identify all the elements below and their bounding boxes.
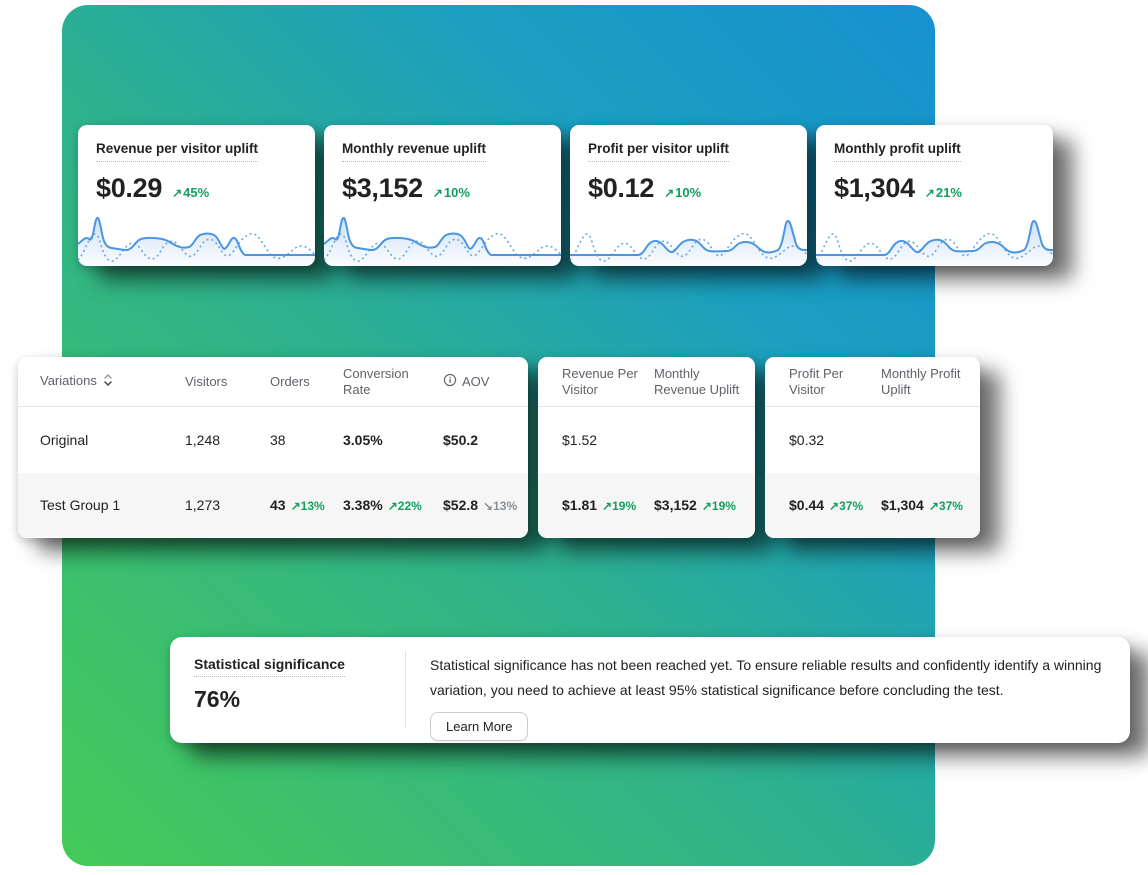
variations-table: Variations Visitors Orders Conversion Ra… [18,357,528,538]
orders-value: 38 [270,432,286,448]
table-row-test-group-1: $1.81 ↗19% $3,152 ↗19% [538,473,755,537]
significance-detail: Statistical significance has not been re… [406,637,1130,743]
stat-card-delta: ↗10% [432,185,470,200]
orders-value: 43 ↗13% [270,497,325,513]
monthly-revenue-uplift-delta: ↗19% [701,499,736,513]
column-header-variations[interactable]: Variations [40,373,185,391]
trend-up-icon: ↗ [829,499,840,513]
sparkline-chart [78,216,315,266]
trend-up-icon: ↗ [432,186,443,200]
trend-up-icon: ↗ [928,499,939,513]
column-header-conversion-rate: Conversion Rate [343,365,409,397]
stat-card-title[interactable]: Monthly revenue uplift [342,141,487,162]
trend-up-icon: ↗ [387,499,398,513]
revenue-per-visitor-value: $1.52 [562,432,598,448]
sort-icon[interactable] [103,373,113,391]
stat-card-value: $0.29 [96,173,163,203]
trend-up-icon: ↗ [290,499,301,513]
stat-card-value: $3,152 [342,173,423,203]
stat-card-value: $1,304 [834,173,915,203]
stat-card-delta: ↗21% [924,185,962,200]
sparkline-chart [324,216,561,266]
stat-card-title[interactable]: Monthly profit uplift [834,141,961,162]
significance-message: Statistical significance has not been re… [430,657,1102,698]
column-header-revenue-per-visitor: Revenue Per Visitor [562,365,638,397]
variations-table-header: Variations Visitors Orders Conversion Ra… [18,357,528,407]
profit-per-visitor-value: $0.32 [789,432,825,448]
stat-card-delta: ↗45% [172,185,210,200]
aov-value: $52.8 ↘13% [443,497,518,513]
significance-summary: Statistical significance 76% [170,637,405,743]
column-header-monthly-profit-uplift: Monthly Profit Uplift [881,365,961,397]
trend-down-icon: ↘ [483,499,494,513]
stat-card-delta: ↗10% [664,185,702,200]
sparkline-chart [570,219,807,266]
trend-up-icon: ↗ [172,186,183,200]
significance-title[interactable]: Statistical significance [194,656,345,677]
column-header-orders: Orders [270,373,310,389]
profit-table: Profit Per Visitor Monthly Profit Uplift… [765,357,980,538]
orders-delta: ↗13% [290,499,325,513]
conversion-value: 3.38% ↗22% [343,497,422,513]
column-header-visitors: Visitors [185,373,228,389]
monthly-revenue-uplift-value: $3,152 ↗19% [654,497,736,513]
profit-per-visitor-value: $0.44 ↗37% [789,497,864,513]
significance-value: 76% [194,686,241,712]
table-row-test-group-1: $0.44 ↗37% $1,304 ↗37% [765,473,980,537]
info-icon[interactable] [443,373,457,391]
stat-card-monthly-profit: Monthly profit uplift $1,304 ↗21% [816,125,1053,266]
monthly-profit-uplift-value: $1,304 ↗37% [881,497,963,513]
conversion-delta: ↗22% [387,499,422,513]
stat-card-monthly-revenue: Monthly revenue uplift $3,152 ↗10% [324,125,561,266]
monthly-profit-uplift-delta: ↗37% [928,499,963,513]
stat-card-revenue-per-visitor: Revenue per visitor uplift $0.29 ↗45% [78,125,315,266]
aov-delta: ↘13% [483,499,518,513]
variation-name: Original [40,432,89,448]
trend-up-icon: ↗ [701,499,712,513]
table-row-test-group-1: Test Group 1 1,273 43 ↗13% 3.38% ↗22% $52.… [18,473,528,537]
vertical-divider [405,651,406,729]
column-header-monthly-revenue-uplift: Monthly Revenue Uplift [654,365,740,397]
revenue-table: Revenue Per Visitor Monthly Revenue Upli… [538,357,755,538]
revenue-per-visitor-delta: ↗19% [602,499,637,513]
variation-name: Test Group 1 [40,497,121,513]
stat-card-title[interactable]: Revenue per visitor uplift [96,141,259,162]
stat-card-value: $0.12 [588,173,655,203]
trend-up-icon: ↗ [924,186,935,200]
trend-up-icon: ↗ [602,499,613,513]
revenue-table-header: Revenue Per Visitor Monthly Revenue Upli… [538,357,755,407]
visitors-value: 1,248 [185,432,221,448]
column-header-aov[interactable]: AOV [443,373,528,391]
sparkline-chart [816,219,1053,266]
trend-up-icon: ↗ [664,186,675,200]
column-header-profit-per-visitor: Profit Per Visitor [789,365,844,397]
visitors-value: 1,273 [185,497,221,513]
learn-more-button[interactable]: Learn More [430,712,529,741]
table-row-original: $0.32 [765,407,980,473]
stat-card-profit-per-visitor: Profit per visitor uplift $0.12 ↗10% [570,125,807,266]
aov-value: $50.2 [443,432,479,448]
revenue-per-visitor-value: $1.81 ↗19% [562,497,637,513]
profit-per-visitor-delta: ↗37% [829,499,864,513]
table-row-original: Original 1,248 38 3.05% $50.2 [18,407,528,473]
statistical-significance-card: Statistical significance 76% Statistical… [170,637,1130,743]
stat-card-title[interactable]: Profit per visitor uplift [588,141,730,162]
table-row-original: $1.52 [538,407,755,473]
profit-table-header: Profit Per Visitor Monthly Profit Uplift [765,357,980,407]
conversion-value: 3.05% [343,432,383,448]
